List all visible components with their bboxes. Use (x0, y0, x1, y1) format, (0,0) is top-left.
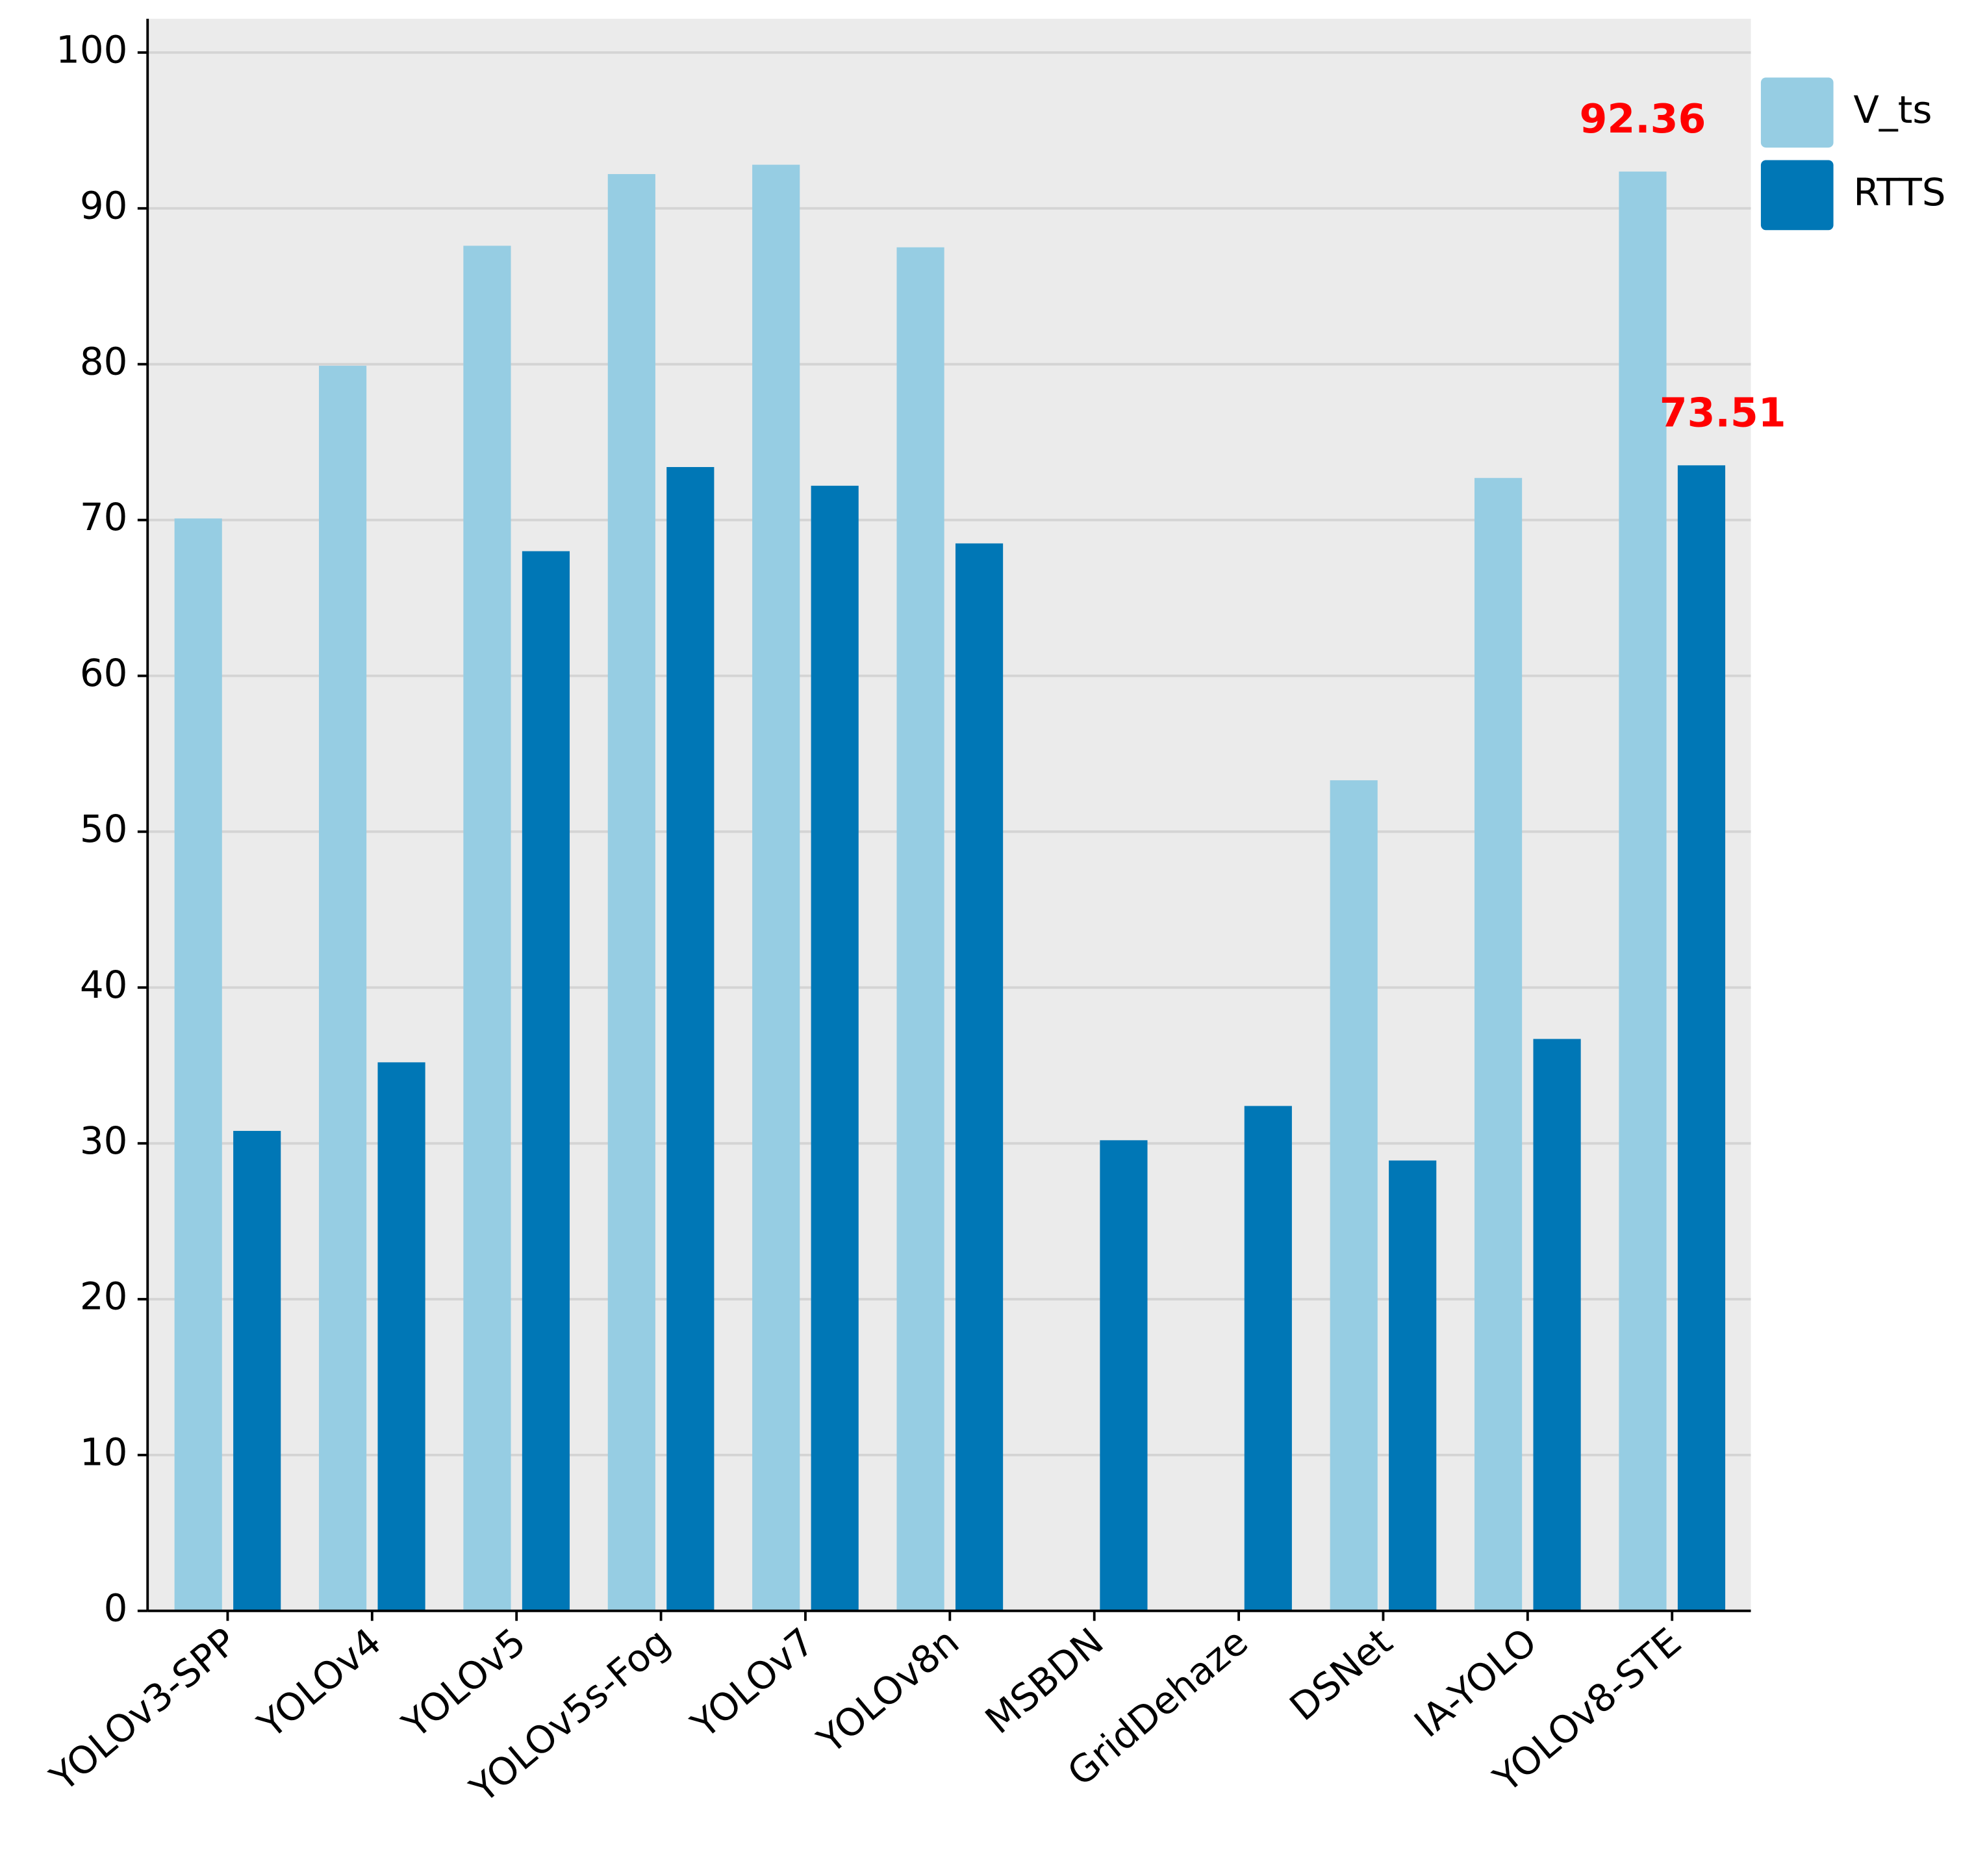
x-tick-label: IA-YOLO (1406, 1619, 1545, 1746)
legend-swatch (1760, 160, 1834, 231)
x-tick-label: MSBDN (977, 1619, 1111, 1743)
bar (174, 518, 222, 1611)
data-label: 73.51 (1660, 389, 1786, 436)
y-tick-label: 20 (80, 1274, 128, 1319)
bar (1533, 1039, 1581, 1611)
x-tick-label: YOLOv7 (683, 1619, 823, 1747)
x-tick-label: YOLOv8n (809, 1619, 967, 1762)
bar (233, 1130, 281, 1611)
bar (463, 246, 511, 1611)
bar (318, 366, 367, 1611)
bar (522, 551, 570, 1611)
y-tick-label: 60 (80, 651, 128, 695)
bar (1389, 1160, 1437, 1611)
bar (1100, 1140, 1148, 1611)
y-tick-label: 50 (80, 807, 128, 851)
x-tick-label: DSNet (1282, 1619, 1401, 1729)
x-tick-label: YOLOv5 (394, 1619, 534, 1747)
bar (955, 543, 1004, 1611)
x-tick-label: YOLOv3-SPP (42, 1619, 246, 1800)
y-tick-label: 70 (80, 495, 128, 539)
data-label: 92.36 (1580, 95, 1706, 142)
y-tick-label: 10 (80, 1430, 128, 1475)
bar (896, 247, 944, 1611)
bar (752, 164, 800, 1611)
y-tick-label: 40 (80, 963, 128, 1007)
y-tick-label: 0 (104, 1586, 128, 1630)
bar (1619, 171, 1667, 1611)
x-tick-label: YOLOv4 (249, 1619, 389, 1747)
bar (811, 485, 859, 1611)
legend-label: V_ts (1853, 88, 1932, 132)
bar (1474, 477, 1523, 1611)
bar (666, 466, 715, 1611)
bar (377, 1062, 425, 1611)
bar (1244, 1106, 1292, 1611)
bar (1677, 465, 1726, 1611)
legend-swatch (1760, 77, 1834, 148)
bar (607, 173, 655, 1611)
bar (1330, 780, 1378, 1611)
y-tick-label: 30 (80, 1119, 128, 1163)
y-tick-label: 80 (80, 339, 128, 383)
y-tick-label: 90 (80, 183, 128, 227)
y-tick-label: 100 (56, 27, 127, 71)
legend-label: RTTS (1853, 170, 1945, 214)
